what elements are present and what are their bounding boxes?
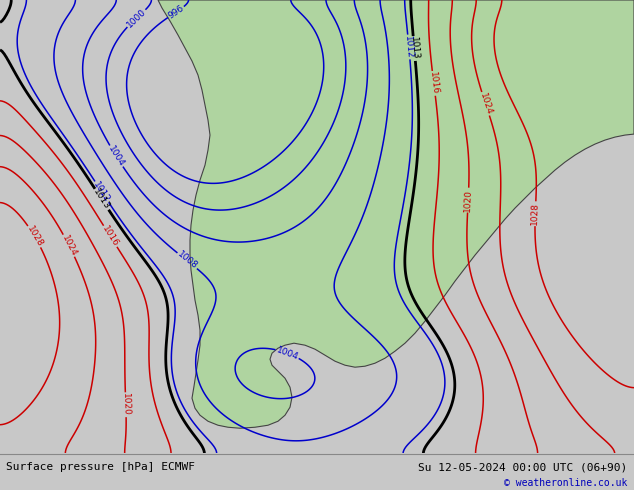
Text: Surface pressure [hPa] ECMWF: Surface pressure [hPa] ECMWF [6, 462, 195, 472]
Text: 1028: 1028 [25, 224, 44, 248]
Text: 1028: 1028 [531, 202, 540, 225]
Text: 1016: 1016 [100, 224, 120, 248]
Text: 1013: 1013 [409, 37, 420, 60]
Text: 1012: 1012 [92, 180, 112, 204]
Text: 1012: 1012 [403, 35, 415, 59]
Text: 996: 996 [166, 3, 186, 21]
Text: 1008: 1008 [176, 250, 199, 271]
Text: 1013: 1013 [92, 187, 112, 211]
Text: 1020: 1020 [121, 393, 131, 416]
Text: 1020: 1020 [463, 189, 473, 212]
Text: © weatheronline.co.uk: © weatheronline.co.uk [504, 478, 628, 489]
Text: 1000: 1000 [125, 7, 148, 29]
Text: 1004: 1004 [275, 345, 300, 362]
Text: 1016: 1016 [428, 72, 439, 96]
Polygon shape [158, 0, 634, 428]
Text: 1004: 1004 [107, 144, 126, 168]
Text: 1024: 1024 [478, 92, 493, 116]
Text: 1024: 1024 [60, 233, 78, 258]
Text: Su 12-05-2024 00:00 UTC (06+90): Su 12-05-2024 00:00 UTC (06+90) [418, 462, 628, 472]
